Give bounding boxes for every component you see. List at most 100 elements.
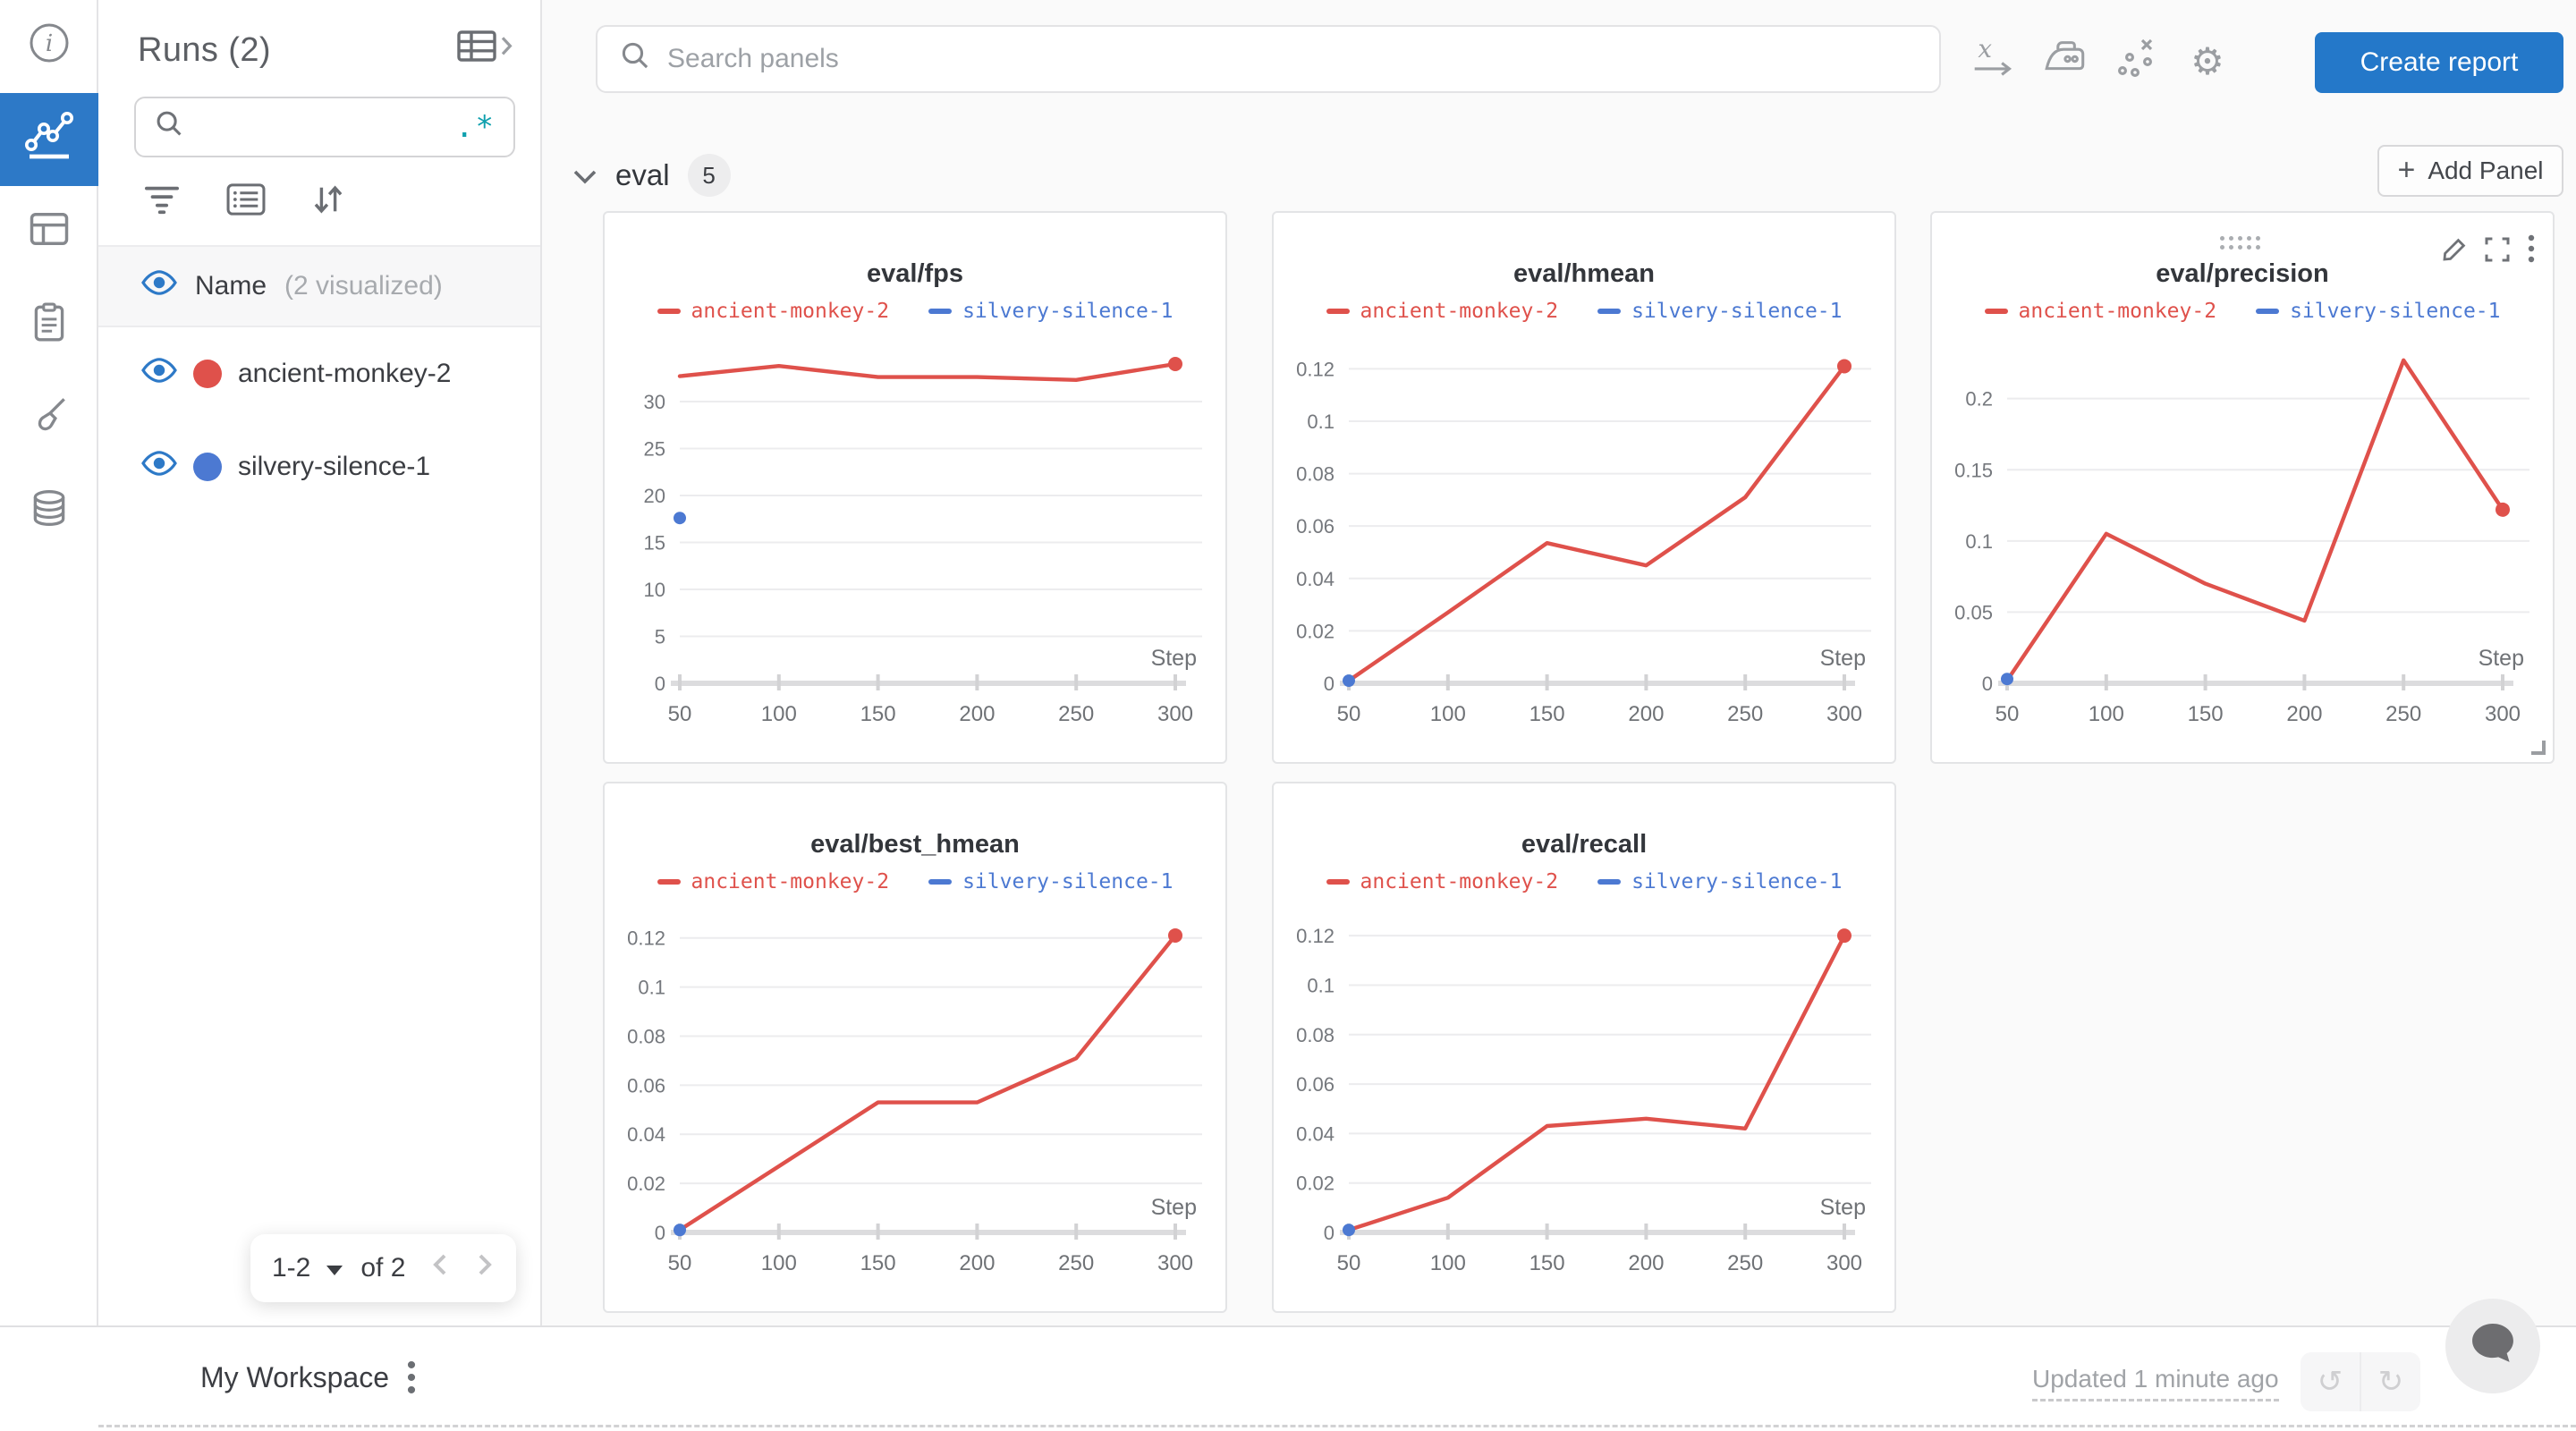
workspace-menu-kebab-icon[interactable]: • • • bbox=[406, 1351, 417, 1405]
run-name[interactable]: ancient-monkey-2 bbox=[238, 359, 452, 388]
panel-search-input[interactable] bbox=[667, 44, 1918, 74]
nav-charts-item[interactable] bbox=[0, 93, 98, 186]
visibility-all-icon[interactable] bbox=[141, 270, 177, 302]
sort-icon[interactable] bbox=[309, 182, 347, 224]
open-runs-table-button[interactable] bbox=[456, 29, 515, 72]
visibility-icon[interactable] bbox=[141, 358, 177, 390]
legend-swatch bbox=[657, 309, 681, 314]
panel-search-box bbox=[596, 25, 1941, 93]
plus-icon: + bbox=[2397, 152, 2416, 187]
svg-text:300: 300 bbox=[1157, 1251, 1193, 1275]
run-name[interactable]: silvery-silence-1 bbox=[238, 452, 431, 481]
left-nav-rail: i bbox=[0, 0, 98, 1325]
group-list-icon[interactable] bbox=[225, 182, 267, 224]
pagination-next-button[interactable] bbox=[475, 1252, 495, 1284]
svg-text:300: 300 bbox=[1826, 702, 1862, 726]
section-collapse-chevron-icon[interactable] bbox=[572, 159, 597, 192]
add-panel-button[interactable]: + Add Panel bbox=[2377, 145, 2563, 197]
x-axis-settings-button[interactable]: x bbox=[1957, 34, 2029, 86]
section-title[interactable]: eval bbox=[615, 158, 670, 191]
svg-text:0.1: 0.1 bbox=[1965, 530, 1993, 553]
svg-text:50: 50 bbox=[668, 702, 692, 726]
chart-plot-recall[interactable]: 0 0.02 0.04 0.06 0.08 0.1 0.12 50 100 150 200 250 30… bbox=[1274, 894, 1898, 1311]
legend-swatch bbox=[1597, 879, 1622, 885]
chat-bubble-icon bbox=[2466, 1316, 2520, 1376]
panel-card-fps[interactable]: eval/fps ancient-monkey-2 silvery-silence-… bbox=[603, 211, 1227, 764]
edit-panel-pencil-icon[interactable] bbox=[2442, 236, 2467, 269]
legend-item-ancient-monkey-2: ancient-monkey-2 bbox=[1326, 300, 1558, 323]
panel-card-best_hmean[interactable]: eval/best_hmean ancient-monkey-2 silvery-s… bbox=[603, 782, 1227, 1313]
run-color-dot[interactable] bbox=[193, 360, 222, 388]
svg-text:0.02: 0.02 bbox=[627, 1173, 665, 1195]
legend-item-ancient-monkey-2: ancient-monkey-2 bbox=[657, 870, 889, 893]
pagination-prev-button[interactable] bbox=[430, 1252, 450, 1284]
workspace-settings-button[interactable]: ⚙ bbox=[2172, 36, 2243, 86]
fullscreen-icon[interactable] bbox=[2485, 236, 2510, 269]
nav-data-item[interactable] bbox=[0, 465, 98, 558]
pagination-caret-icon[interactable] bbox=[326, 1265, 343, 1275]
updated-timestamp[interactable]: Updated 1 minute ago bbox=[2032, 1365, 2279, 1401]
legend-item-silvery-silence-1: silvery-silence-1 bbox=[2256, 300, 2500, 323]
panel-legend: ancient-monkey-2 silvery-silence-1 bbox=[1274, 870, 1894, 893]
workspace-name[interactable]: My Workspace bbox=[200, 1361, 390, 1393]
svg-text:Step: Step bbox=[1820, 1195, 1866, 1220]
regex-toggle-icon[interactable]: .* bbox=[455, 109, 496, 145]
svg-text:10: 10 bbox=[644, 579, 665, 601]
nav-artifacts-item[interactable] bbox=[0, 372, 98, 465]
line-chart-icon bbox=[21, 107, 78, 172]
panel-menu-kebab-icon[interactable] bbox=[2528, 234, 2535, 270]
panel-card-precision[interactable]: eval/precision ancient-monkey-2 silvery-si… bbox=[1930, 211, 2555, 764]
nav-overview-item[interactable]: i bbox=[0, 0, 98, 93]
svg-text:0.06: 0.06 bbox=[1296, 515, 1335, 538]
filter-icon[interactable] bbox=[141, 182, 182, 224]
panel-drag-handle-icon[interactable] bbox=[2220, 236, 2265, 254]
panel-legend: ancient-monkey-2 silvery-silence-1 bbox=[1932, 300, 2553, 323]
run-row-ancient-monkey-2[interactable]: ancient-monkey-2 bbox=[98, 327, 540, 420]
panel-card-hmean[interactable]: eval/hmean ancient-monkey-2 silvery-silenc… bbox=[1272, 211, 1896, 764]
nav-table-item[interactable] bbox=[0, 186, 98, 279]
runs-pagination: 1-2 of 2 bbox=[250, 1234, 517, 1302]
redo-button[interactable]: ↻ bbox=[2361, 1352, 2420, 1411]
svg-text:0: 0 bbox=[1324, 673, 1335, 695]
create-report-button[interactable]: Create report bbox=[2315, 32, 2563, 93]
svg-text:0.04: 0.04 bbox=[1296, 568, 1335, 590]
visibility-icon[interactable] bbox=[141, 451, 177, 483]
svg-text:200: 200 bbox=[959, 1251, 995, 1275]
legend-swatch bbox=[1597, 309, 1622, 314]
svg-text:0.02: 0.02 bbox=[1296, 620, 1335, 642]
svg-text:0.2: 0.2 bbox=[1965, 388, 1993, 411]
svg-text:150: 150 bbox=[2188, 702, 2224, 726]
legend-swatch bbox=[1326, 309, 1350, 314]
svg-text:300: 300 bbox=[1157, 702, 1193, 726]
smoothing-settings-button[interactable] bbox=[2029, 36, 2100, 86]
svg-text:0.08: 0.08 bbox=[1296, 1024, 1335, 1046]
nav-logs-item[interactable] bbox=[0, 279, 98, 372]
svg-text:15: 15 bbox=[644, 532, 665, 555]
chart-plot-hmean[interactable]: 0 0.02 0.04 0.06 0.08 0.1 0.12 50 100 150 200 250 30… bbox=[1274, 324, 1898, 762]
svg-text:50: 50 bbox=[1996, 702, 2020, 726]
panel-legend: ancient-monkey-2 silvery-silence-1 bbox=[605, 300, 1225, 323]
run-color-dot[interactable] bbox=[193, 453, 222, 481]
runs-panel: Runs (2) .* bbox=[98, 0, 542, 1325]
svg-text:250: 250 bbox=[1727, 1251, 1763, 1275]
panels-table-icon bbox=[26, 206, 72, 259]
run-row-silvery-silence-1[interactable]: silvery-silence-1 bbox=[98, 420, 540, 513]
pagination-range[interactable]: 1-2 bbox=[272, 1253, 311, 1283]
redo-icon: ↻ bbox=[2377, 1364, 2404, 1400]
panel-card-recall[interactable]: eval/recall ancient-monkey-2 silvery-silen… bbox=[1272, 782, 1896, 1313]
panel-resize-handle[interactable] bbox=[2531, 741, 2546, 755]
svg-text:100: 100 bbox=[761, 702, 797, 726]
runs-search-input[interactable] bbox=[199, 113, 456, 141]
chart-plot-precision[interactable]: 0 0.05 0.1 0.15 0.2 50 100 150 200 250 300 Step bbox=[1932, 324, 2556, 762]
chart-plot-best_hmean[interactable]: 0 0.02 0.04 0.06 0.08 0.1 0.12 50 100 150 200 250 30… bbox=[605, 894, 1229, 1311]
svg-text:0.12: 0.12 bbox=[1296, 358, 1335, 380]
chart-plot-fps[interactable]: 0 5 10 15 20 25 30 50 100 150 200 250 300 Step bbox=[605, 324, 1229, 762]
runs-table-icon bbox=[456, 29, 515, 72]
outliers-settings-button[interactable] bbox=[2100, 36, 2172, 86]
bottom-dashed-divider bbox=[98, 1425, 2576, 1427]
undo-button[interactable]: ↺ bbox=[2301, 1352, 2361, 1411]
add-panel-label: Add Panel bbox=[2428, 157, 2544, 184]
help-chat-button[interactable] bbox=[2445, 1299, 2540, 1393]
svg-text:150: 150 bbox=[860, 1251, 896, 1275]
svg-text:200: 200 bbox=[959, 702, 995, 726]
